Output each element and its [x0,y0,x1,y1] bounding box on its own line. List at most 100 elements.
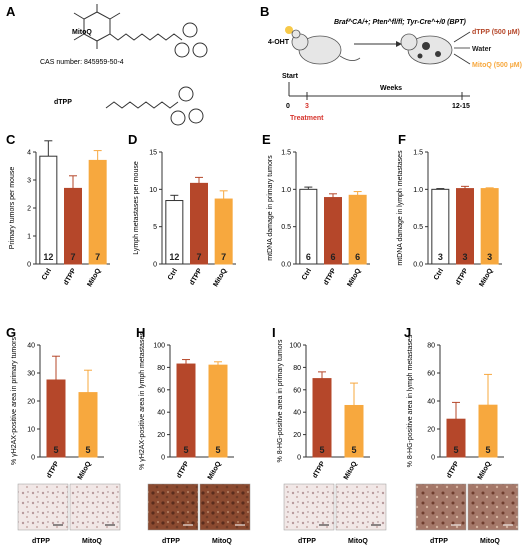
category-label: dTPP [46,460,61,479]
y-tick-label: 20 [157,432,165,439]
y-tick-label: 1.0 [281,187,291,194]
y-axis-label: % 8-HG-positive area in primary tumors [277,339,284,462]
mitoq-name: MitoQ [72,29,92,36]
y-axis-label: Primary tumors per mouse [9,167,16,250]
bar-n-label: 3 [487,252,492,262]
y-axis-label: % γH2AX-positive area in primary tumors [11,337,18,465]
panel-letter: J [404,325,411,340]
y-tick-label: 30 [27,371,35,378]
bar-n-label: 3 [462,252,467,262]
y-tick-label: 10 [27,427,35,434]
y-axis-label: % 8-HG-positive area in lymph metastases [407,334,414,467]
bar-mitoq [78,392,98,458]
bar-n-label: 5 [485,445,490,455]
bar-n-label: 7 [221,252,226,262]
bar-mitoq [214,198,233,265]
progression-arrowhead [396,41,402,47]
chart-panel-g: G 0 10 20 30 40 % γH2AX-positive area in prima… [6,325,104,481]
y-tick-label: 40 [293,410,301,417]
histology-label-mitoq: MitoQ [212,538,232,545]
bar-ctrl [165,200,184,265]
bar-n-label: 5 [183,445,188,455]
bar-dtpp [176,363,196,458]
y-tick-label: 20 [427,427,435,434]
y-tick-label: 0 [297,455,301,462]
category-label: dTPP [189,267,204,286]
panel-letter: E [262,132,271,147]
y-tick-label: 10 [149,187,157,194]
y-tick-label: 80 [293,365,301,372]
bar-mitoq [478,404,498,458]
bar-n-label: 5 [85,445,90,455]
bar-n-label: 6 [306,252,311,262]
y-axis-label: Lymph metastases per mouse [133,161,140,255]
bar-n-label: 5 [351,445,356,455]
histology-j: dTPP MitoQ [415,483,519,545]
timeline-tick-3-label: 3 [305,103,309,110]
histology-h: dTPP MitoQ [147,483,251,545]
category-label: Ctrl [301,267,313,281]
y-tick-label: 100 [153,343,165,350]
y-tick-label: 80 [157,365,165,372]
bar-ctrl [299,188,318,265]
histology-g: dTPP MitoQ [17,483,121,545]
bar-n-label: 5 [215,445,220,455]
y-tick-label: 5 [153,224,157,231]
y-tick-label: 40 [157,410,165,417]
y-axis-label: mtDNA damage in lymph metastases [397,150,404,266]
bar-n-label: 7 [95,252,100,262]
y-tick-label: 3 [27,178,31,185]
bar-n-label: 5 [319,445,324,455]
y-tick-label: 20 [27,399,35,406]
histology-image-j-dtpp [415,483,467,531]
histology-image-g-dtpp [17,483,69,531]
y-tick-label: 0.0 [413,262,423,269]
bar-dtpp [46,379,66,458]
histology-image-j-mitoq [467,483,519,531]
y-tick-label: 60 [157,387,165,394]
category-label: MitoQ [86,267,102,288]
mouse-illustration-start [291,29,361,65]
mitoq-structure [73,4,208,58]
y-tick-label: 15 [149,150,157,157]
bar-ctrl [39,155,58,265]
panel-letter: H [136,325,145,340]
bar-n-label: 3 [438,252,443,262]
category-label: dTPP [312,460,327,479]
bar-dtpp [446,418,466,458]
y-tick-label: 1.5 [413,150,423,157]
panel-letter: D [128,132,137,147]
histology-label-dtpp: dTPP [298,538,316,545]
bar-ctrl [431,188,450,265]
category-label: Ctrl [167,267,179,281]
category-label: MitoQ [77,460,93,481]
panel-letter-b: B [260,4,269,19]
histology-label-mitoq: MitoQ [348,538,368,545]
bar-dtpp [190,182,208,265]
category-label: MitoQ [346,267,362,288]
y-tick-label: 0.5 [413,224,423,231]
panel-letter: F [398,132,406,147]
y-tick-label: 0.5 [281,224,291,231]
bar-mitoq [348,194,367,265]
panel-letter: I [272,325,276,340]
bar-dtpp [456,188,474,265]
panel-letter-a: A [6,4,16,19]
bar-dtpp [312,378,332,458]
category-label: dTPP [176,460,191,479]
y-tick-label: 100 [289,343,301,350]
y-tick-label: 60 [293,387,301,394]
histology-label-mitoq: MitoQ [82,538,102,545]
category-label: dTPP [446,460,461,479]
category-label: dTPP [63,267,78,286]
y-tick-label: 0 [161,455,165,462]
y-tick-label: 40 [27,343,35,350]
histology-label-mitoq: MitoQ [480,538,500,545]
bar-dtpp [324,197,342,265]
histology-label-dtpp: dTPP [32,538,50,545]
chart-panel-j: J 0 20 40 60 80 % 8-HG-positive area in lymph … [404,325,504,481]
category-label: Ctrl [41,267,53,281]
chart-panel-f: F 0.0 0.5 1.0 1.5 mtDNA damage in lymph metas… [397,132,502,288]
bar-n-label: 12 [169,252,179,262]
